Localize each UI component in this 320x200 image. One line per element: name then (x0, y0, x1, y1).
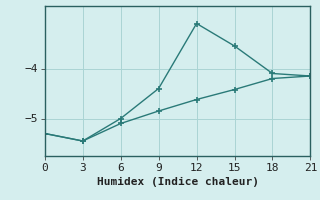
X-axis label: Humidex (Indice chaleur): Humidex (Indice chaleur) (97, 177, 259, 187)
